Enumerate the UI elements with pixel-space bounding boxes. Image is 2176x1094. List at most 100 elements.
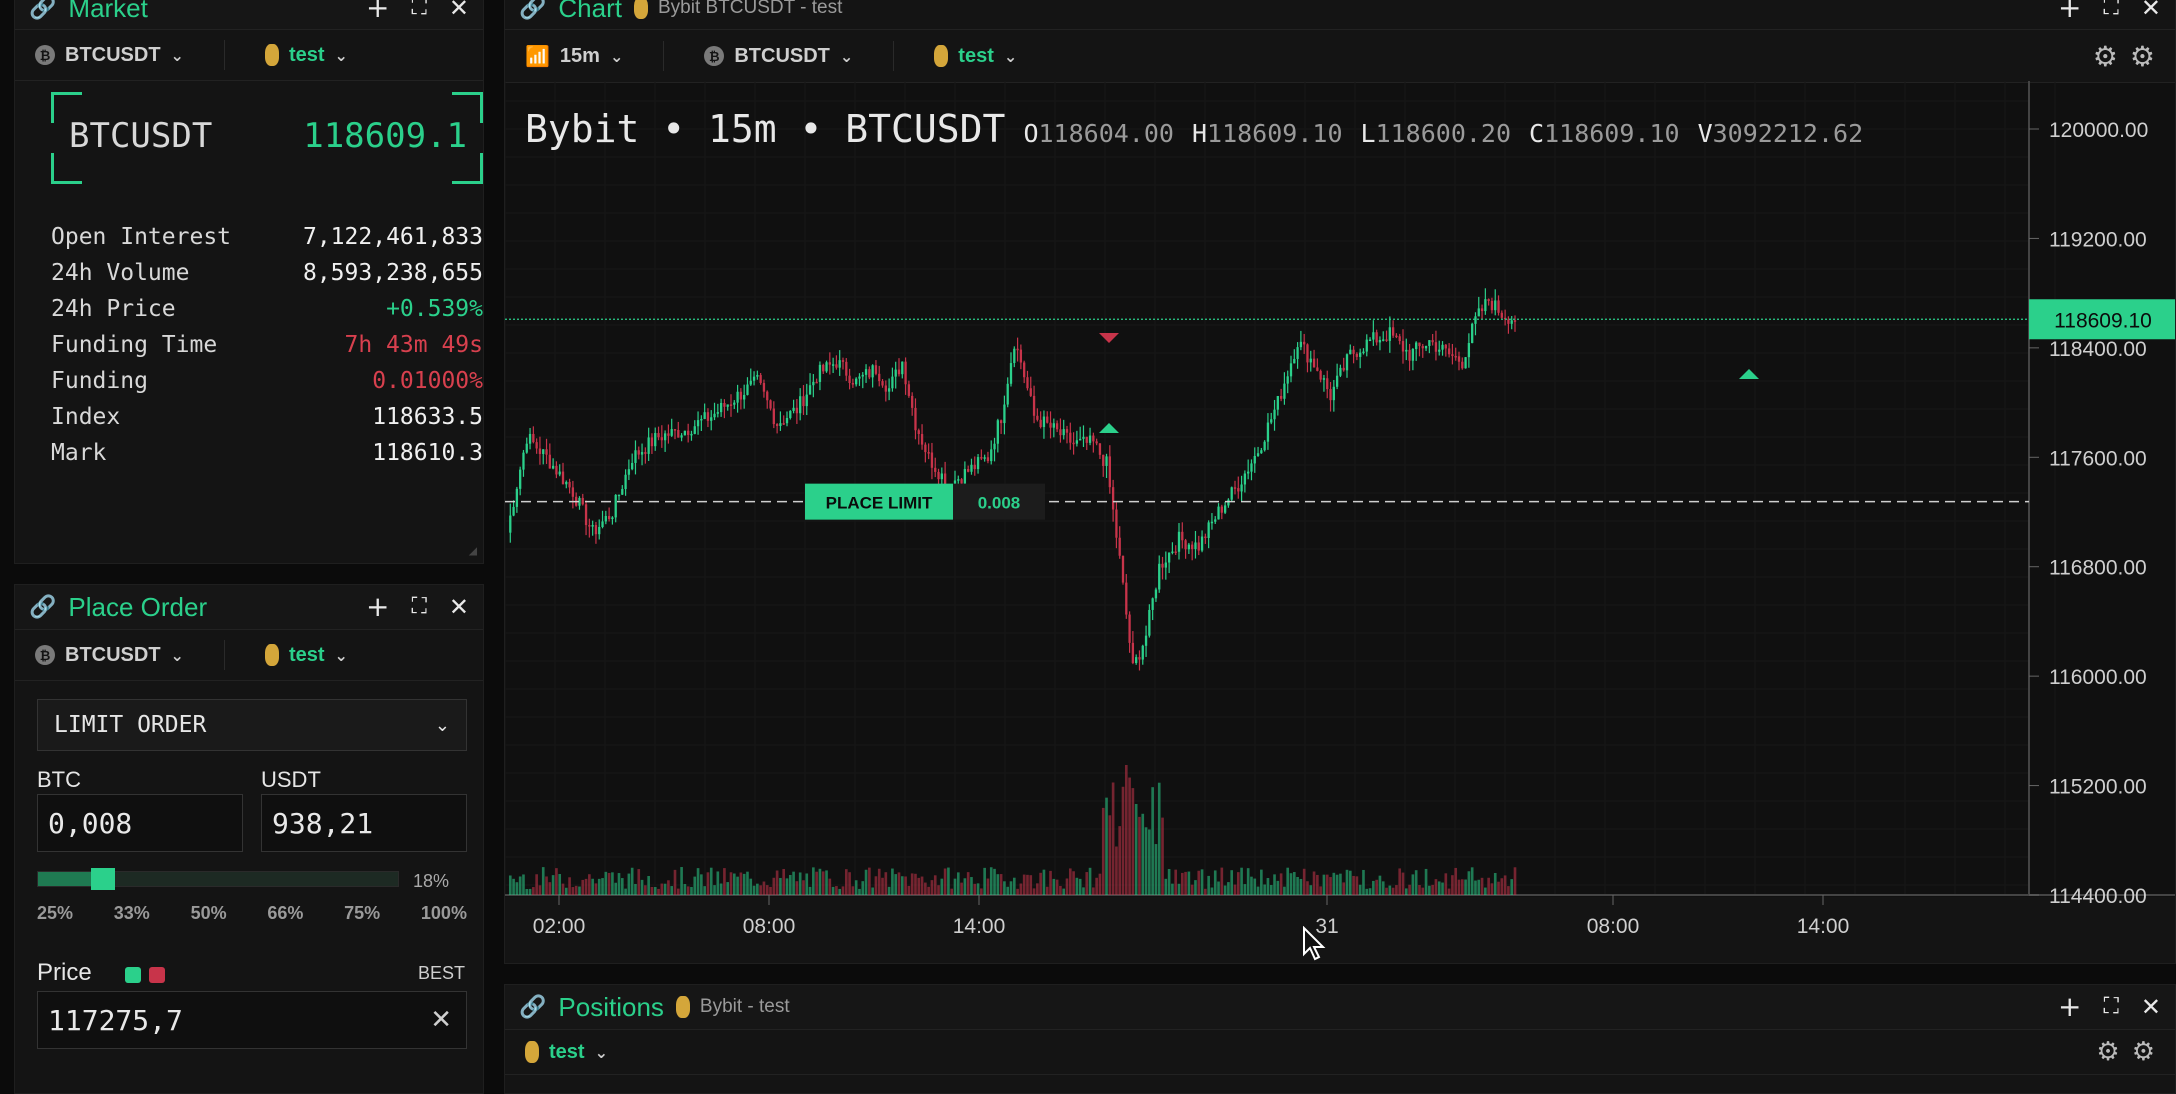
close-icon[interactable]: ✕ [2140, 0, 2161, 22]
stat-value: 118633.5 [372, 404, 483, 430]
size-slider-handle[interactable] [91, 868, 116, 890]
account-selector[interactable]: test ⌄ [264, 44, 348, 67]
bid-color-swatch[interactable] [125, 967, 141, 983]
candle-body [571, 487, 575, 497]
maximize-icon[interactable]: ⛶ [411, 0, 427, 20]
candle-body [1118, 537, 1121, 556]
candle-body [924, 444, 927, 453]
frame-corner [452, 153, 483, 184]
base-quantity-input[interactable]: 0,008 [37, 794, 243, 852]
frame-corner [51, 153, 82, 184]
candle-body [1046, 416, 1049, 423]
link-icon[interactable]: 🔗 [29, 594, 57, 620]
preset-button[interactable]: 100% [420, 903, 467, 923]
candle-body [881, 381, 884, 386]
preset-button[interactable]: 25% [37, 903, 74, 923]
maximize-icon[interactable]: ⛶ [411, 594, 427, 619]
chevron-down-icon: ⌄ [170, 45, 184, 65]
clear-icon[interactable]: ✕ [430, 1005, 452, 1035]
volume-bar [528, 888, 532, 895]
account-selector[interactable]: test ⌄ [525, 1041, 608, 1064]
size-slider-track[interactable] [37, 868, 399, 890]
base-label: BTC [37, 767, 81, 792]
candle-body [710, 417, 713, 421]
candle-body [584, 504, 588, 526]
add-icon[interactable]: + [366, 0, 390, 24]
price-value: 117275,7 [48, 1003, 183, 1037]
add-icon[interactable]: + [2058, 0, 2082, 24]
maximize-icon[interactable]: ⛶ [2103, 994, 2119, 1019]
volume-bar [1167, 868, 1171, 895]
volume-bar [983, 867, 986, 895]
candle-body [1223, 505, 1227, 513]
interval-selector[interactable]: 📶 15m ⌄ [525, 44, 623, 68]
volume-bar [729, 872, 733, 895]
settings-icon[interactable]: ⚙ [2096, 1037, 2120, 1067]
add-icon[interactable]: + [2058, 990, 2082, 1023]
account-selector[interactable]: test ⌄ [264, 644, 348, 667]
volume-bar [538, 885, 542, 895]
link-icon[interactable]: 🔗 [519, 0, 547, 21]
place-limit-label[interactable]: PLACE LIMIT [826, 494, 933, 513]
ask-color-swatch[interactable] [149, 967, 165, 983]
settings-icon[interactable]: ⚙ [2092, 39, 2118, 73]
volume-bar [897, 872, 901, 895]
volume-bar [1424, 868, 1428, 895]
order-type-select[interactable]: LIMIT ORDER ⌄ [37, 699, 467, 751]
close-icon[interactable]: ✕ [2140, 993, 2161, 1021]
volume-bar [709, 867, 713, 895]
preset-button[interactable]: 50% [190, 903, 227, 923]
best-price-button[interactable]: BEST [417, 963, 465, 983]
volume-bar [739, 872, 743, 895]
place-limit-qty: 0.008 [978, 494, 1021, 513]
gear-group-icon[interactable]: ⚙ [2131, 1037, 2155, 1067]
symbol-selector[interactable]: ₿ BTCUSDT ⌄ [704, 45, 853, 68]
candle-body [838, 360, 841, 368]
preset-button[interactable]: 33% [113, 903, 150, 923]
maximize-icon[interactable]: ⛶ [2103, 0, 2119, 20]
buy-marker-icon [1739, 369, 1759, 379]
gear-group-icon[interactable]: ⚙ [2129, 39, 2155, 73]
volume-bar [1250, 876, 1253, 895]
candle-body [1454, 355, 1457, 358]
x-tick-label: 08:00 [1587, 915, 1640, 938]
size-slider-fill [38, 872, 103, 886]
volume-bar [854, 880, 858, 895]
volume-bar [851, 886, 855, 895]
volume-bar [907, 885, 911, 895]
volume-bar [1124, 765, 1128, 895]
volume-bar [1108, 815, 1112, 895]
price-input[interactable]: 117275,7 ✕ [37, 991, 467, 1049]
volume-bar [564, 887, 568, 895]
candle-body [983, 457, 986, 459]
preset-button[interactable]: 75% [344, 903, 381, 923]
preset-button[interactable]: 66% [267, 903, 304, 923]
add-icon[interactable]: + [366, 590, 390, 623]
candle-body [1270, 419, 1273, 423]
volume-bar [910, 873, 914, 895]
close-icon[interactable]: ✕ [448, 0, 469, 22]
account-icon [675, 996, 690, 1018]
candle-body [1049, 422, 1052, 428]
candle-body [598, 527, 601, 535]
place-limit-button[interactable] [805, 483, 953, 520]
volume-bar [1335, 874, 1339, 895]
resize-handle-icon[interactable]: ◢ [468, 543, 477, 559]
volume-bar [746, 871, 749, 895]
link-icon[interactable]: 🔗 [519, 994, 547, 1020]
close-icon[interactable]: ✕ [448, 593, 469, 621]
account-selector[interactable]: test ⌄ [934, 45, 1017, 68]
volume-bar [1012, 877, 1016, 895]
account-icon [264, 644, 279, 666]
candle-body [538, 448, 542, 454]
price-chart[interactable]: 118609.10 PLACE LIMIT 0.008 120000.00 119200… [505, 81, 2176, 964]
quote-amount-input[interactable]: 938,21 [261, 794, 467, 852]
volume-bar [1062, 888, 1066, 895]
stat-value: 8,593,238,655 [302, 260, 483, 286]
link-icon[interactable]: 🔗 [29, 0, 57, 21]
volume-bar [996, 874, 1000, 895]
symbol-selector[interactable]: ₿ BTCUSDT ⌄ [35, 44, 184, 67]
symbol-selector[interactable]: ₿ BTCUSDT ⌄ [35, 644, 184, 667]
volume-bar [696, 868, 700, 895]
volume-bar [1171, 883, 1174, 895]
